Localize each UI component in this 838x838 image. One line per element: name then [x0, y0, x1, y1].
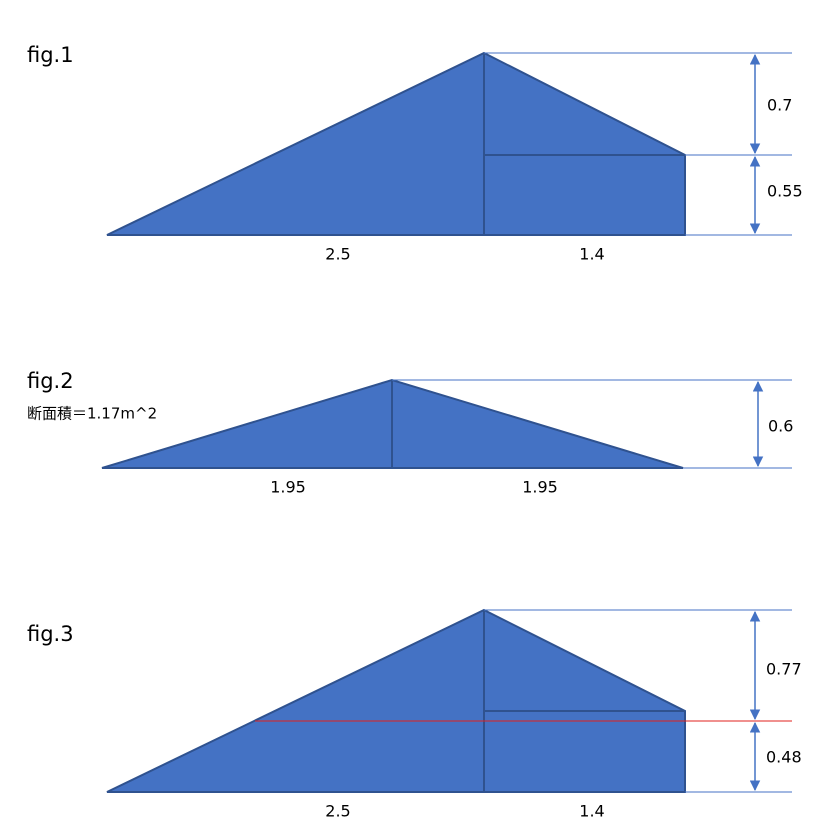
width-label: 1.95: [270, 478, 306, 497]
width-label: 2.5: [325, 802, 350, 821]
cross-section: [106, 51, 686, 236]
height-label: 0.77: [766, 660, 802, 679]
height-label: 0.55: [767, 182, 803, 201]
width-label: 1.4: [579, 802, 604, 821]
height-label: 0.7: [767, 96, 792, 115]
figure-1: fig.1 0.7 0.55 2.5 1.4: [27, 43, 803, 264]
figure-3: fig.3 0.77 0.48 2.5 1.4: [27, 608, 802, 821]
width-label: 1.4: [579, 245, 604, 264]
height-label: 0.48: [766, 748, 802, 767]
figure-title: fig.3: [27, 622, 74, 646]
figure-title: fig.2: [27, 369, 74, 393]
width-label: 2.5: [325, 245, 350, 264]
figure-title: fig.1: [27, 43, 74, 67]
figure-note: 断面積＝1.17m^2: [27, 405, 157, 423]
figure-2: fig.2 断面積＝1.17m^2 0.6 1.95 1.95: [27, 369, 793, 497]
cross-section: [106, 608, 686, 793]
width-label: 1.95: [522, 478, 558, 497]
height-label: 0.6: [768, 417, 793, 436]
